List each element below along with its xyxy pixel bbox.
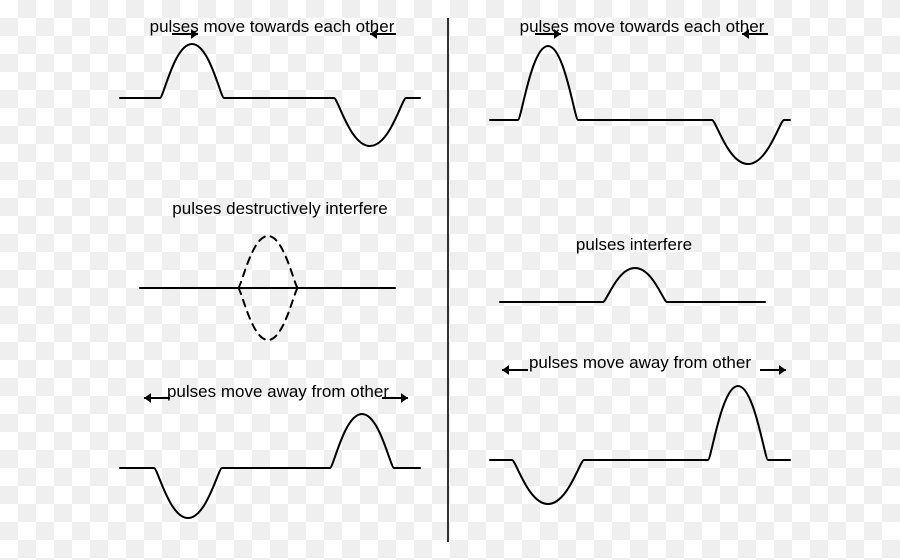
right-towards-wave	[490, 46, 790, 164]
left-interfere-caption: pulses destructively interfere	[172, 199, 387, 218]
right-away-arrow-right	[760, 365, 786, 375]
left-away-caption: pulses move away from other	[167, 382, 389, 401]
right-interfere-wave	[500, 268, 765, 302]
diagram-svg: pulses move towards each otherpulses des…	[0, 0, 900, 560]
right-interfere-caption: pulses interfere	[576, 235, 692, 254]
dashed-pulse	[238, 236, 298, 288]
left-towards-wave	[120, 44, 420, 146]
dashed-pulse	[238, 288, 298, 340]
right-away-caption: pulses move away from other	[529, 353, 751, 372]
left-away-wave	[120, 414, 420, 518]
right-away-wave	[490, 386, 790, 504]
right-away-arrow-left	[502, 365, 528, 375]
